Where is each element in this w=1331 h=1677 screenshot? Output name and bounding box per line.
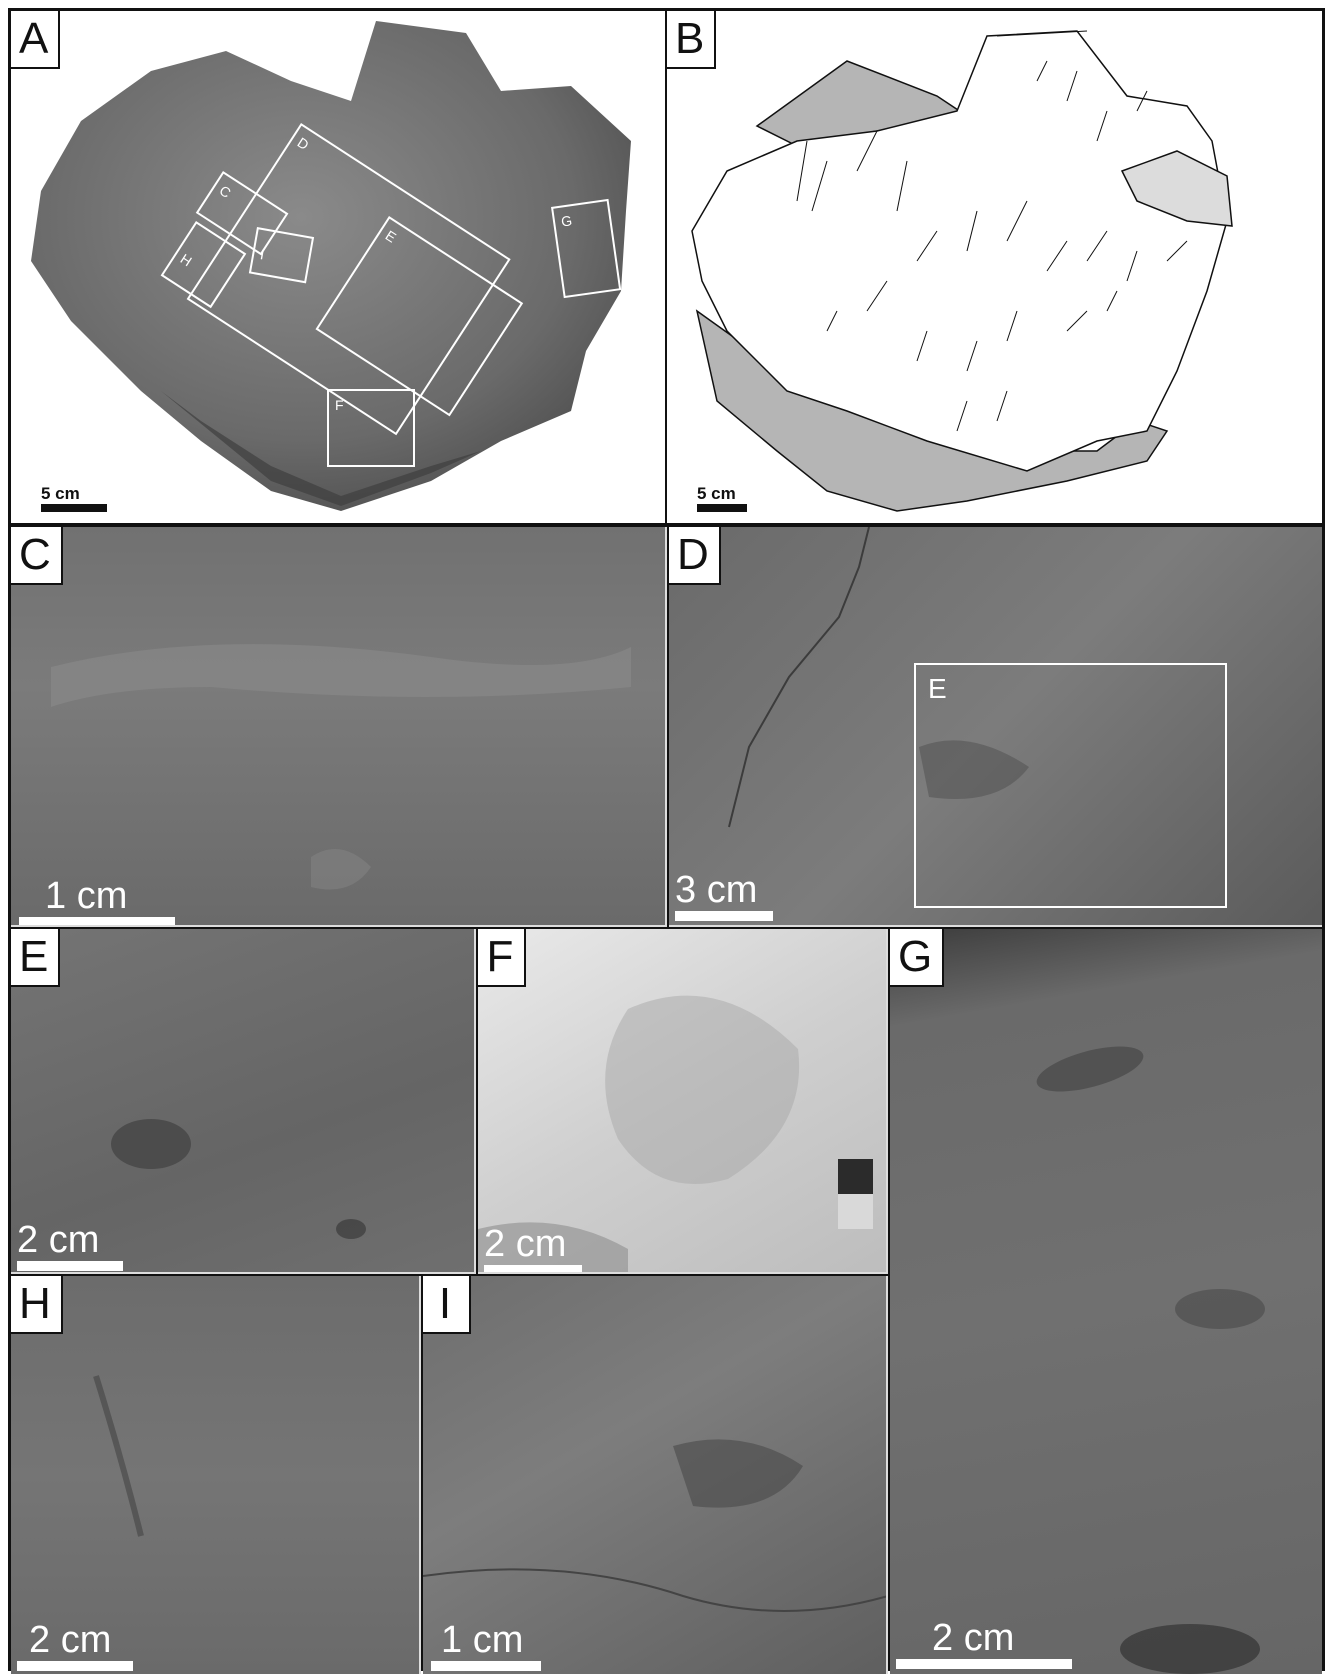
specimen-photo-d (728, 527, 1029, 828)
specimen-drawing-b (691, 30, 1233, 512)
panel-label-d: D (669, 527, 721, 585)
specimen-photo-a (31, 21, 631, 511)
scale-text-c: 1 cm (45, 875, 128, 917)
panel-e: E 2 cm (11, 929, 476, 1274)
scale-text-a: 5 cm (41, 484, 80, 503)
specimen-photo-f (478, 995, 873, 1272)
panel-label-a: A (11, 11, 61, 69)
region-box-f: F (327, 389, 415, 467)
scale-bar-c: 1 cm (19, 875, 175, 925)
scale-line-h (17, 1661, 133, 1671)
scale-bar-b: 5 cm (697, 485, 747, 512)
region-box-c-label: C (216, 182, 234, 201)
region-box-f-label: F (335, 397, 344, 413)
scale-text-b: 5 cm (697, 484, 736, 503)
region-box-e-detail: E (914, 663, 1227, 908)
region-box-e-label: E (382, 227, 400, 246)
scale-text-h: 2 cm (29, 1619, 112, 1661)
specimen-photo-h (93, 1375, 144, 1537)
region-box-g-label: G (560, 212, 574, 230)
scale-line-c (19, 917, 175, 925)
scale-line-e (17, 1261, 123, 1271)
panel-label-g: G (890, 929, 945, 987)
region-box-i-label: I (258, 246, 266, 263)
scale-text-f: 2 cm (484, 1223, 567, 1265)
panel-d: D E 3 cm (669, 527, 1322, 927)
panel-label-c: C (11, 527, 63, 585)
panel-label-e: E (11, 929, 61, 987)
scale-text-d: 3 cm (675, 869, 758, 911)
scale-line-d (675, 911, 773, 921)
panel-i: I 1 cm (423, 1276, 888, 1674)
specimen-photo-g (1036, 1046, 1265, 1674)
region-box-i: I (248, 227, 315, 284)
scale-bar-d: 3 cm (675, 871, 773, 921)
specimen-photo-e (111, 1119, 366, 1239)
scale-bar-h: 2 cm (17, 1621, 133, 1671)
panel-f: F 2 cm (478, 929, 888, 1274)
scale-line-i (431, 1661, 541, 1671)
region-box-h-label: H (177, 250, 195, 270)
panel-a: A D C H I E F G 5 cm (11, 11, 667, 525)
panel-label-i: I (423, 1276, 471, 1334)
panel-label-f: F (478, 929, 526, 987)
panel-b: B 5 cm (667, 11, 1322, 525)
panel-g: G 2 cm (890, 929, 1322, 1674)
scale-line-g (896, 1659, 1072, 1669)
specimen-photo-i (423, 1439, 886, 1612)
scale-bar-a: 5 cm (41, 485, 107, 512)
region-box-d-label: D (294, 134, 312, 153)
scale-bar-g: 2 cm (896, 1619, 1072, 1669)
scale-bar-f: 2 cm (484, 1223, 582, 1272)
region-box-e-detail-label: E (928, 673, 947, 704)
panel-c: C 1 cm (11, 527, 667, 927)
scale-bar-e: 2 cm (17, 1221, 123, 1271)
scale-line-f (484, 1265, 582, 1272)
scale-text-g: 2 cm (932, 1617, 1015, 1659)
scale-bar-i: 1 cm (431, 1621, 541, 1671)
scale-line-b (697, 504, 747, 512)
scale-text-e: 2 cm (17, 1219, 100, 1261)
panel-label-b: B (667, 11, 717, 69)
scale-line-a (41, 504, 107, 512)
panel-h: H 2 cm (11, 1276, 421, 1674)
panel-label-h: H (11, 1276, 63, 1334)
specimen-photo-c (51, 644, 631, 890)
scale-text-i: 1 cm (441, 1619, 524, 1661)
figure-frame: A D C H I E F G 5 cm B (8, 8, 1325, 1674)
